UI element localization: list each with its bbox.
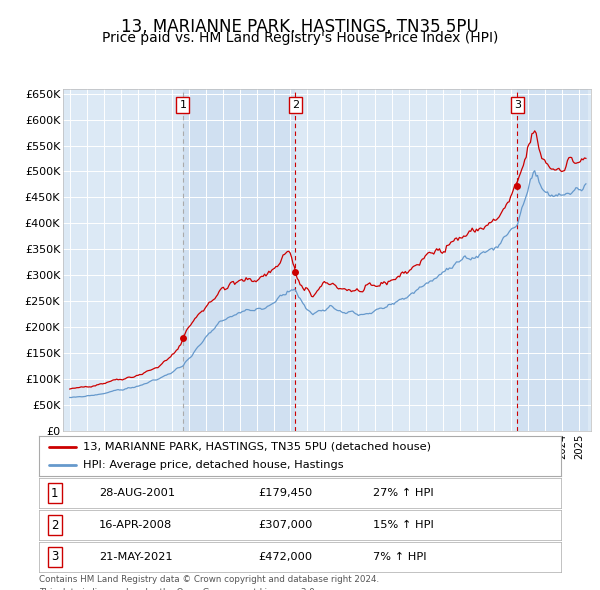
Text: 13, MARIANNE PARK, HASTINGS, TN35 5PU (detached house): 13, MARIANNE PARK, HASTINGS, TN35 5PU (d… [83,442,431,452]
Text: 2: 2 [51,519,58,532]
Bar [183,88,295,431]
Text: 27% ↑ HPI: 27% ↑ HPI [373,489,434,498]
Bar [517,88,587,431]
Text: HPI: Average price, detached house, Hastings: HPI: Average price, detached house, Hast… [83,460,344,470]
Text: £472,000: £472,000 [258,552,313,562]
Text: 16-APR-2008: 16-APR-2008 [99,520,172,530]
Text: 1: 1 [51,487,58,500]
Text: This data is licensed under the Open Government Licence v3.0.: This data is licensed under the Open Gov… [39,588,317,590]
Text: Contains HM Land Registry data © Crown copyright and database right 2024.: Contains HM Land Registry data © Crown c… [39,575,379,584]
Text: 13, MARIANNE PARK, HASTINGS, TN35 5PU: 13, MARIANNE PARK, HASTINGS, TN35 5PU [121,18,479,36]
Text: 3: 3 [514,100,521,110]
Text: £179,450: £179,450 [258,489,313,498]
Text: 2: 2 [292,100,299,110]
Text: £307,000: £307,000 [258,520,313,530]
Text: Price paid vs. HM Land Registry's House Price Index (HPI): Price paid vs. HM Land Registry's House … [102,31,498,45]
Text: 1: 1 [179,100,187,110]
Text: 7% ↑ HPI: 7% ↑ HPI [373,552,427,562]
Text: 21-MAY-2021: 21-MAY-2021 [99,552,173,562]
Text: 28-AUG-2001: 28-AUG-2001 [99,489,175,498]
Text: 3: 3 [51,550,58,563]
Text: 15% ↑ HPI: 15% ↑ HPI [373,520,434,530]
